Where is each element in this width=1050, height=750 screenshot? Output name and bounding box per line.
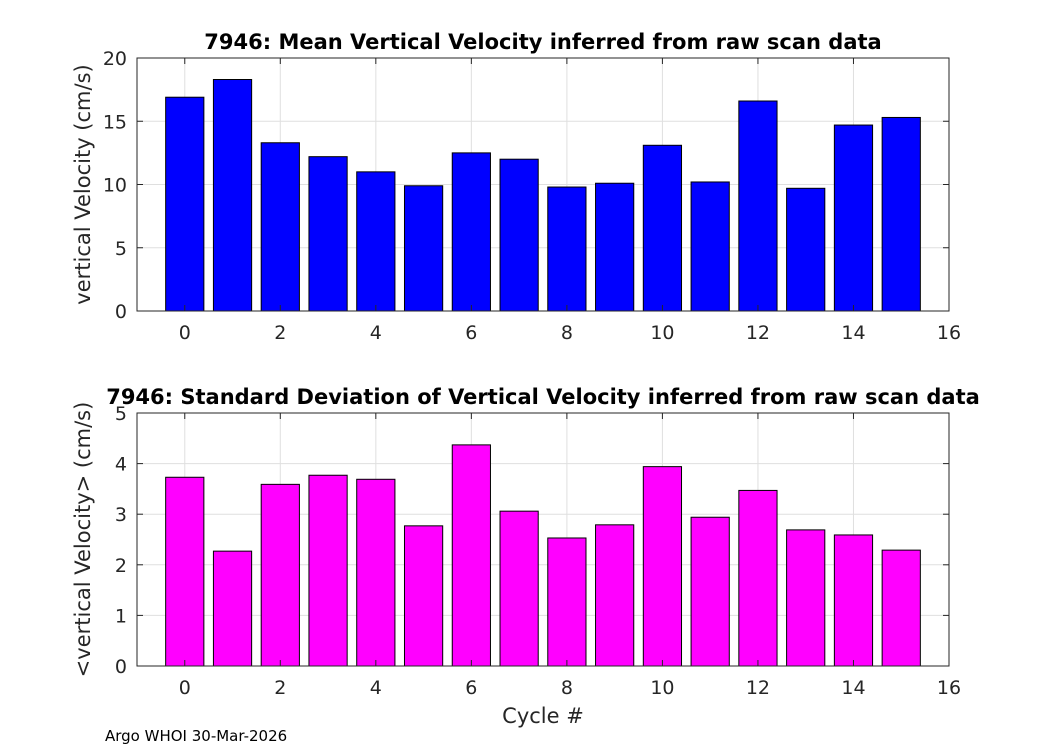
y-tick-label: 5 (115, 403, 127, 425)
bar-cycle-10 (642, 466, 683, 667)
bar-cycle-15 (881, 549, 921, 667)
bar-cycle-1 (212, 79, 253, 312)
x-tick-label: 12 (746, 677, 770, 699)
x-tick-label: 16 (937, 677, 961, 699)
y-axis-label: <vertical Velocity> (cm/s) (71, 402, 95, 678)
x-tick-label: 0 (179, 322, 191, 344)
x-axis-label: Cycle # (502, 704, 584, 728)
y-tick-label: 1 (115, 605, 127, 627)
x-tick-label: 2 (274, 322, 286, 344)
x-tick-label: 14 (841, 322, 865, 344)
bar-cycle-11 (690, 181, 730, 312)
bar-cycle-1 (212, 550, 253, 667)
y-tick-label: 20 (103, 48, 127, 70)
bar-cycle-2 (260, 483, 300, 667)
chart-title: 7946: Mean Vertical Velocity inferred fr… (204, 30, 881, 54)
y-tick-label: 15 (103, 111, 127, 133)
y-tick-label: 10 (103, 175, 127, 197)
y-tick-label: 0 (115, 656, 127, 678)
bar-cycle-6 (451, 152, 491, 312)
bar-cycle-0 (165, 476, 205, 667)
bar-cycle-14 (833, 124, 874, 312)
y-tick-label: 5 (115, 238, 127, 260)
x-tick-label: 16 (937, 322, 961, 344)
bar-cycle-4 (356, 478, 396, 667)
x-tick-label: 2 (274, 677, 286, 699)
bar-cycle-13 (786, 529, 826, 667)
bar-cycle-8 (547, 537, 587, 667)
bar-cycle-2 (260, 142, 300, 312)
bar-cycle-8 (547, 186, 587, 312)
bar-cycle-4 (356, 171, 396, 312)
x-tick-label: 0 (179, 677, 191, 699)
y-axis-label: vertical Velocity (cm/s) (71, 64, 95, 304)
x-tick-label: 6 (465, 677, 477, 699)
bar-cycle-0 (165, 96, 205, 312)
bar-cycle-5 (403, 185, 444, 312)
x-tick-label: 6 (465, 322, 477, 344)
bar-cycle-15 (881, 116, 921, 312)
x-tick-label: 8 (561, 677, 573, 699)
bar-cycle-7 (499, 158, 539, 312)
mean-velocity-chart: 0 2 4 6 8 10 12 14 16 0 5 10 15 20 7946: Mean Vertica… (71, 30, 961, 344)
x-tick-label: 10 (650, 322, 674, 344)
bar-cycle-7 (499, 510, 539, 667)
x-tick-label: 4 (370, 677, 382, 699)
x-tick-label: 12 (746, 322, 770, 344)
plot-frame (136, 412, 950, 667)
x-tick-label: 10 (650, 677, 674, 699)
bar-cycle-9 (595, 524, 635, 667)
chart-title: 7946: Standard Deviation of Vertical Vel… (106, 385, 980, 409)
y-tick-label: 3 (115, 504, 127, 526)
x-tick-label: 14 (841, 677, 865, 699)
bar-cycle-13 (786, 187, 826, 312)
bar-cycle-10 (642, 144, 683, 312)
bar-cycle-3 (308, 156, 348, 312)
footer-credit: Argo WHOI 30-Mar-2026 (105, 727, 287, 745)
bar-cycle-12 (738, 489, 778, 667)
y-tick-label: 2 (115, 555, 127, 577)
bar-cycle-3 (308, 474, 348, 667)
y-tick-label: 0 (115, 301, 127, 323)
x-tick-label: 8 (561, 322, 573, 344)
bar-cycle-9 (595, 182, 635, 312)
bar-cycle-14 (833, 534, 874, 667)
bar-cycle-5 (403, 525, 444, 667)
bar-cycle-11 (690, 516, 730, 667)
y-tick-label: 4 (115, 454, 127, 476)
bar-cycle-12 (738, 100, 778, 312)
x-tick-label: 4 (370, 322, 382, 344)
bar-cycle-6 (451, 444, 491, 667)
